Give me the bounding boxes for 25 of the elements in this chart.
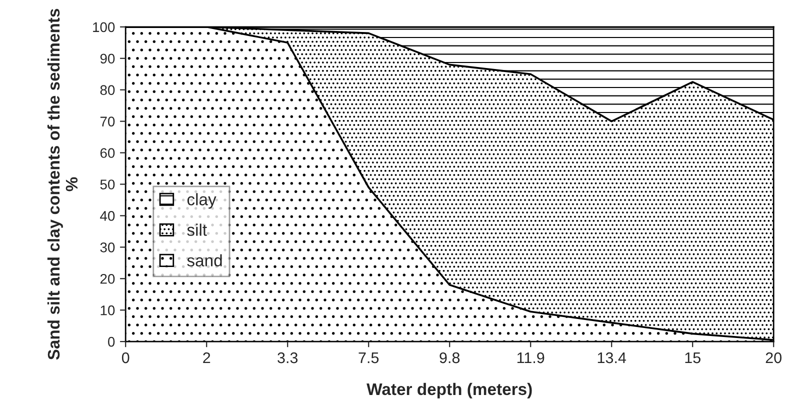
x-tick-label: 3.3 <box>278 352 298 364</box>
legend-label: sand <box>187 254 222 266</box>
y-tick-label: 50 <box>100 180 115 190</box>
y-tick-label: 100 <box>93 22 115 32</box>
x-tick-label: 15 <box>685 352 700 364</box>
x-tick-label: 20 <box>766 352 782 364</box>
x-tick-label: 9.8 <box>440 352 460 364</box>
y-tick-label: 0 <box>108 336 115 347</box>
x-tick-label: 11.9 <box>517 352 544 364</box>
legend-label: silt <box>187 224 207 236</box>
x-tick-label: 0 <box>122 352 130 364</box>
x-tick-label: 7.5 <box>358 352 379 364</box>
y-axis-title: Sand silt and clay contents of the sediments % <box>47 8 78 360</box>
y-tick-label: 20 <box>100 274 115 284</box>
x-tick-label: 13.4 <box>598 352 626 364</box>
y-tick-label: 70 <box>100 116 115 126</box>
x-axis-title: Water depth (meters) <box>366 382 532 398</box>
y-tick-label: 30 <box>100 242 115 252</box>
legend-label: clay <box>187 193 216 209</box>
y-tick-label: 60 <box>100 148 115 158</box>
x-tick-label: 2 <box>203 352 210 364</box>
y-tick-label: 10 <box>100 305 115 316</box>
y-tick-label: 90 <box>100 54 115 64</box>
y-tick-label: 80 <box>100 85 115 96</box>
y-tick-label: 40 <box>100 211 115 221</box>
